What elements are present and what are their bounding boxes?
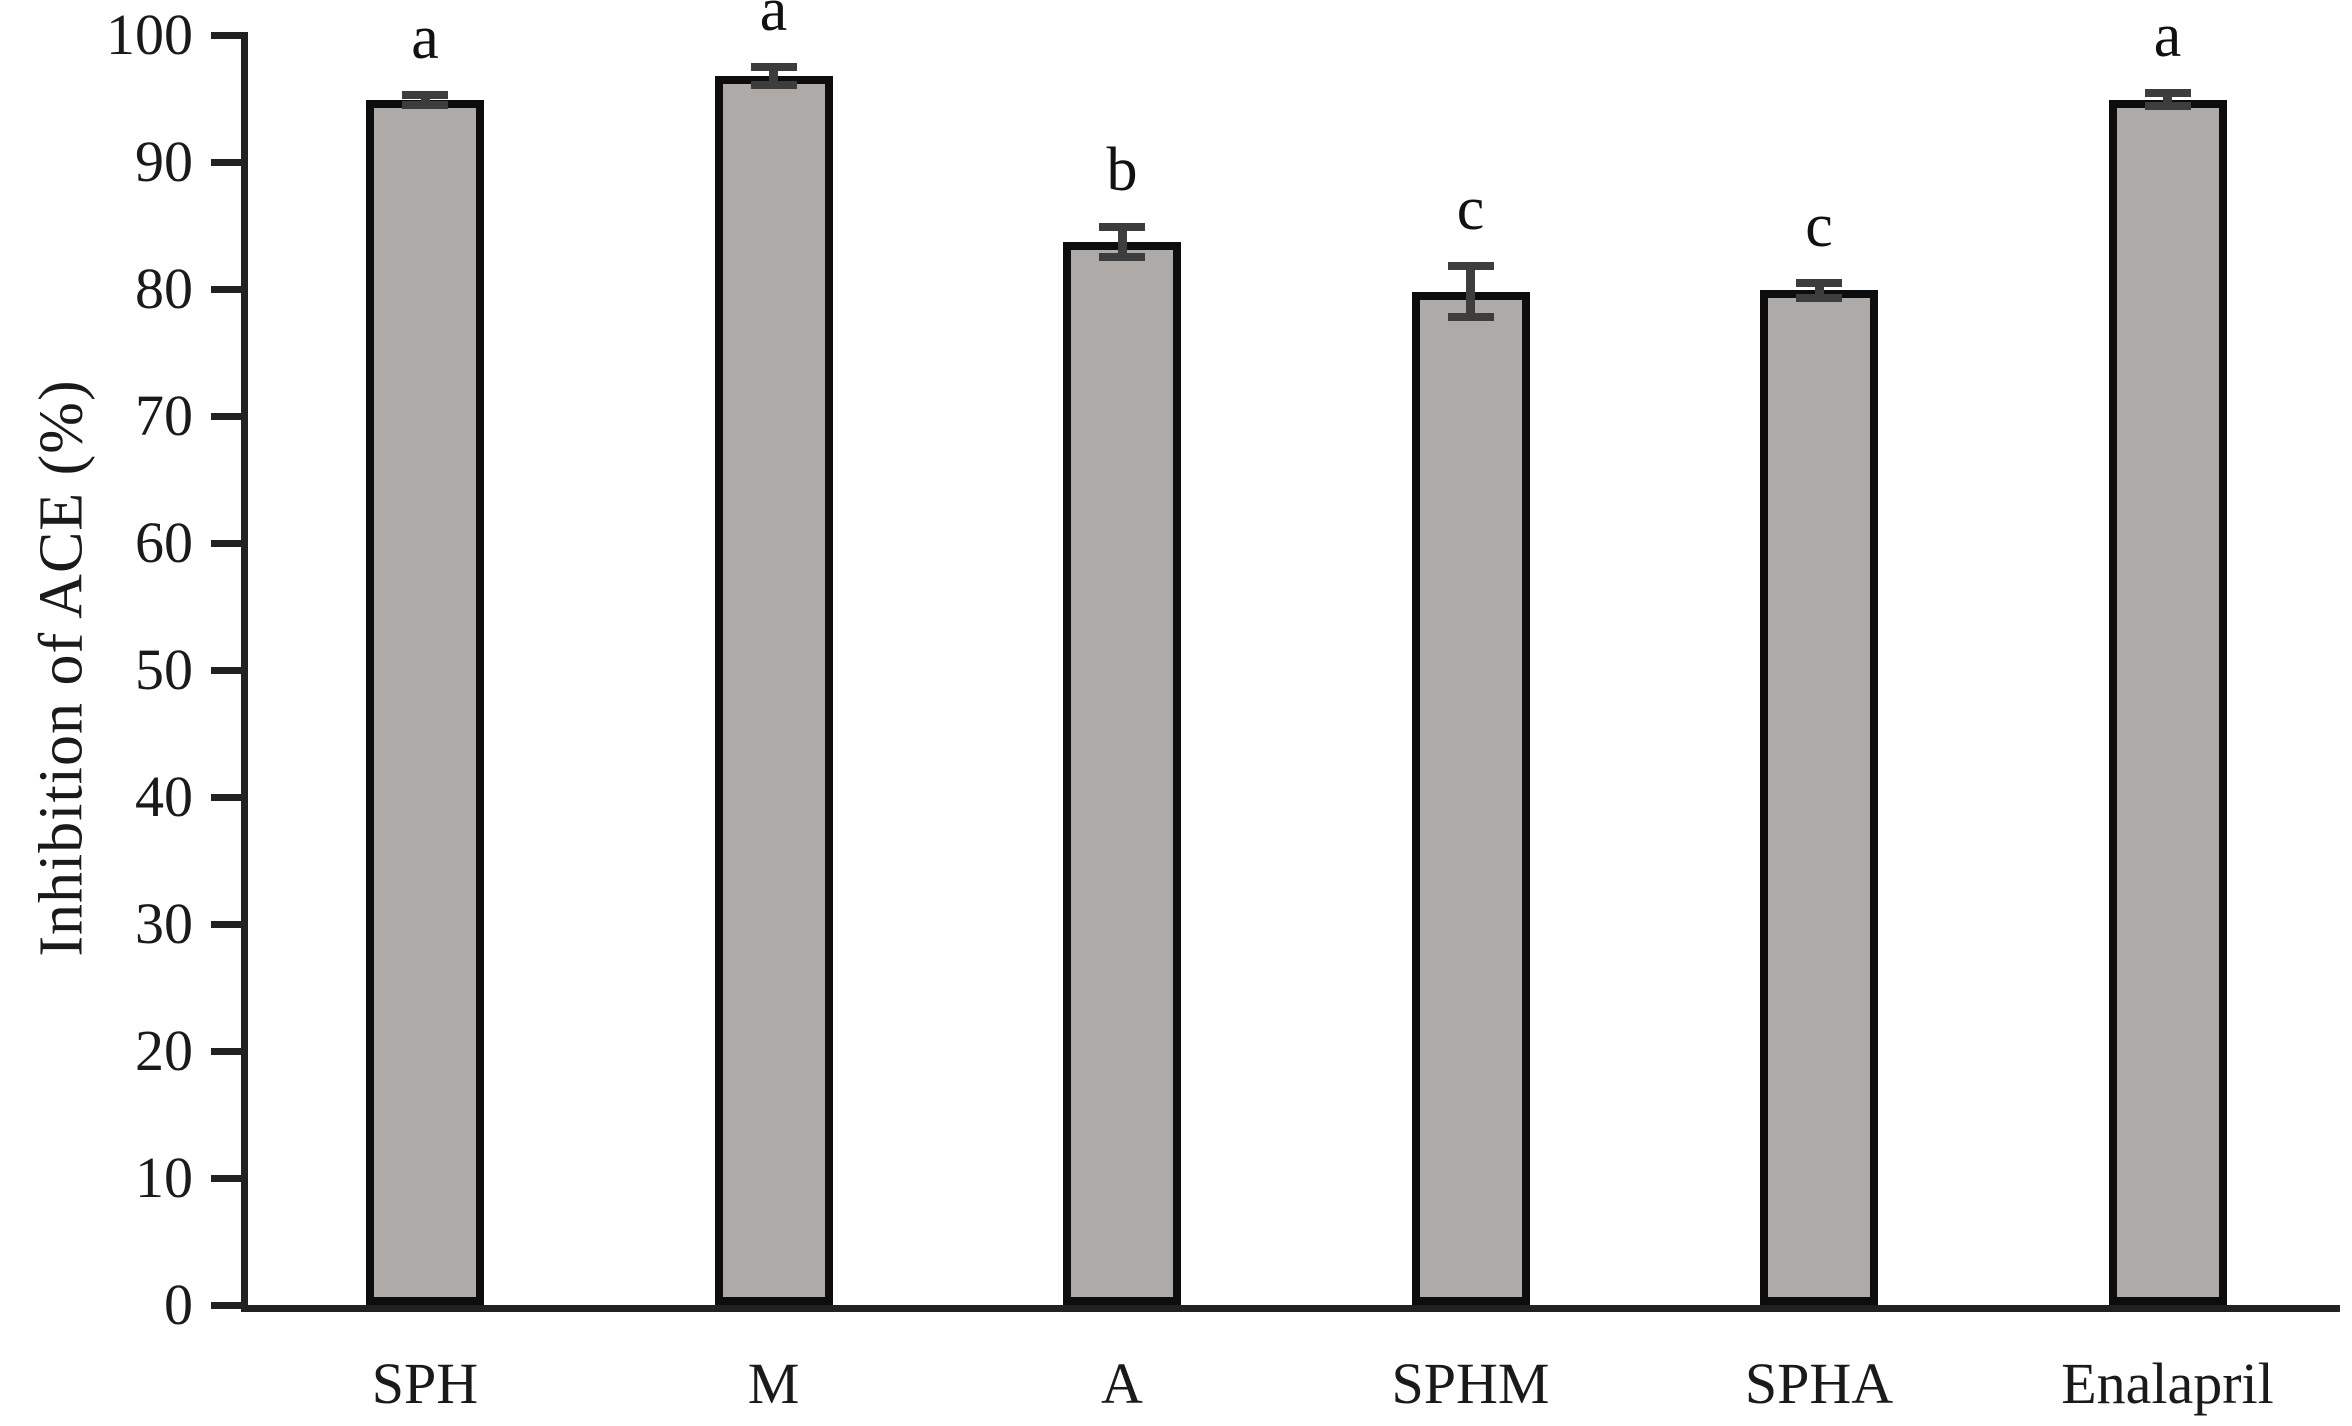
x-axis-line <box>241 1305 2340 1312</box>
error-bar-cap-top <box>402 90 448 99</box>
error-bar-cap-top <box>1796 278 1842 287</box>
error-bar-line <box>2163 93 2172 107</box>
bar <box>714 75 833 1305</box>
y-tick-label: 100 <box>106 2 193 67</box>
error-bar-cap-top <box>1447 262 1494 271</box>
y-tick-label: 30 <box>135 891 193 956</box>
error-bar-cap-bottom <box>1796 293 1842 302</box>
significance-letter: c <box>1805 191 1833 260</box>
y-tick-label: 0 <box>164 1272 193 1337</box>
bar <box>366 99 484 1305</box>
significance-letter: a <box>2153 2 2182 71</box>
error-bar-cap-top <box>2144 89 2191 98</box>
y-tick-mark <box>211 413 241 420</box>
bar <box>2108 99 2227 1305</box>
x-axis-category-label: SPHM <box>1391 1351 1550 1416</box>
y-tick-mark <box>211 1048 241 1055</box>
y-tick-mark <box>211 540 241 547</box>
y-tick-mark <box>211 32 241 39</box>
error-bar-cap-top <box>1099 222 1145 231</box>
y-tick-mark <box>211 667 241 674</box>
y-tick-mark <box>211 1302 241 1309</box>
y-tick-mark <box>211 794 241 801</box>
significance-letter: c <box>1456 175 1485 244</box>
bar <box>1411 291 1530 1305</box>
y-tick-label: 10 <box>135 1145 193 1210</box>
error-bar-line <box>1117 226 1127 258</box>
error-bar-cap-bottom <box>1099 253 1145 262</box>
error-bar-cap-bottom <box>750 80 797 89</box>
x-axis-category-label: Enalapril <box>2061 1351 2274 1416</box>
error-bar-cap-bottom <box>1447 312 1494 321</box>
significance-letter: b <box>1106 135 1138 204</box>
error-bar-line <box>1466 266 1475 317</box>
bar <box>1760 290 1878 1305</box>
bar <box>1063 242 1181 1305</box>
y-tick-label: 50 <box>135 637 193 702</box>
y-tick-mark <box>211 159 241 166</box>
error-bar-line <box>420 94 430 105</box>
error-bar-line <box>769 66 778 85</box>
y-tick-mark <box>211 286 241 293</box>
error-bar-line <box>1814 282 1824 298</box>
y-tick-label: 20 <box>135 1018 193 1083</box>
significance-letter: a <box>759 0 788 44</box>
x-axis-category-label: M <box>747 1351 800 1416</box>
x-axis-category-label: SPHA <box>1744 1351 1894 1416</box>
error-bar-cap-bottom <box>2144 102 2191 111</box>
error-bar-cap-bottom <box>402 100 448 109</box>
y-tick-mark <box>211 921 241 928</box>
y-tick-label: 80 <box>135 256 193 321</box>
y-tick-label: 70 <box>135 383 193 448</box>
x-axis-category-label: SPH <box>371 1351 479 1416</box>
x-axis-category-label: A <box>1101 1351 1143 1416</box>
y-tick-label: 90 <box>135 129 193 194</box>
y-tick-label: 60 <box>135 510 193 575</box>
y-axis-line <box>241 32 248 1305</box>
error-bar-cap-top <box>750 62 797 71</box>
significance-letter: a <box>411 3 439 72</box>
y-tick-mark <box>211 1175 241 1182</box>
y-tick-label: 40 <box>135 764 193 829</box>
